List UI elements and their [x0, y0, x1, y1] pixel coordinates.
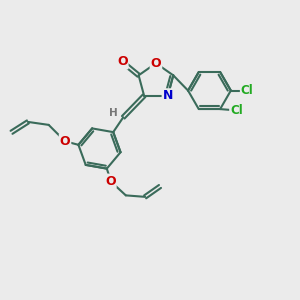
Text: O: O [105, 175, 116, 188]
Text: O: O [60, 135, 70, 148]
Text: N: N [163, 89, 173, 102]
Text: Cl: Cl [230, 104, 243, 117]
Text: H: H [110, 108, 118, 118]
Text: Cl: Cl [241, 84, 253, 97]
Text: O: O [117, 56, 128, 68]
Text: O: O [151, 57, 161, 70]
